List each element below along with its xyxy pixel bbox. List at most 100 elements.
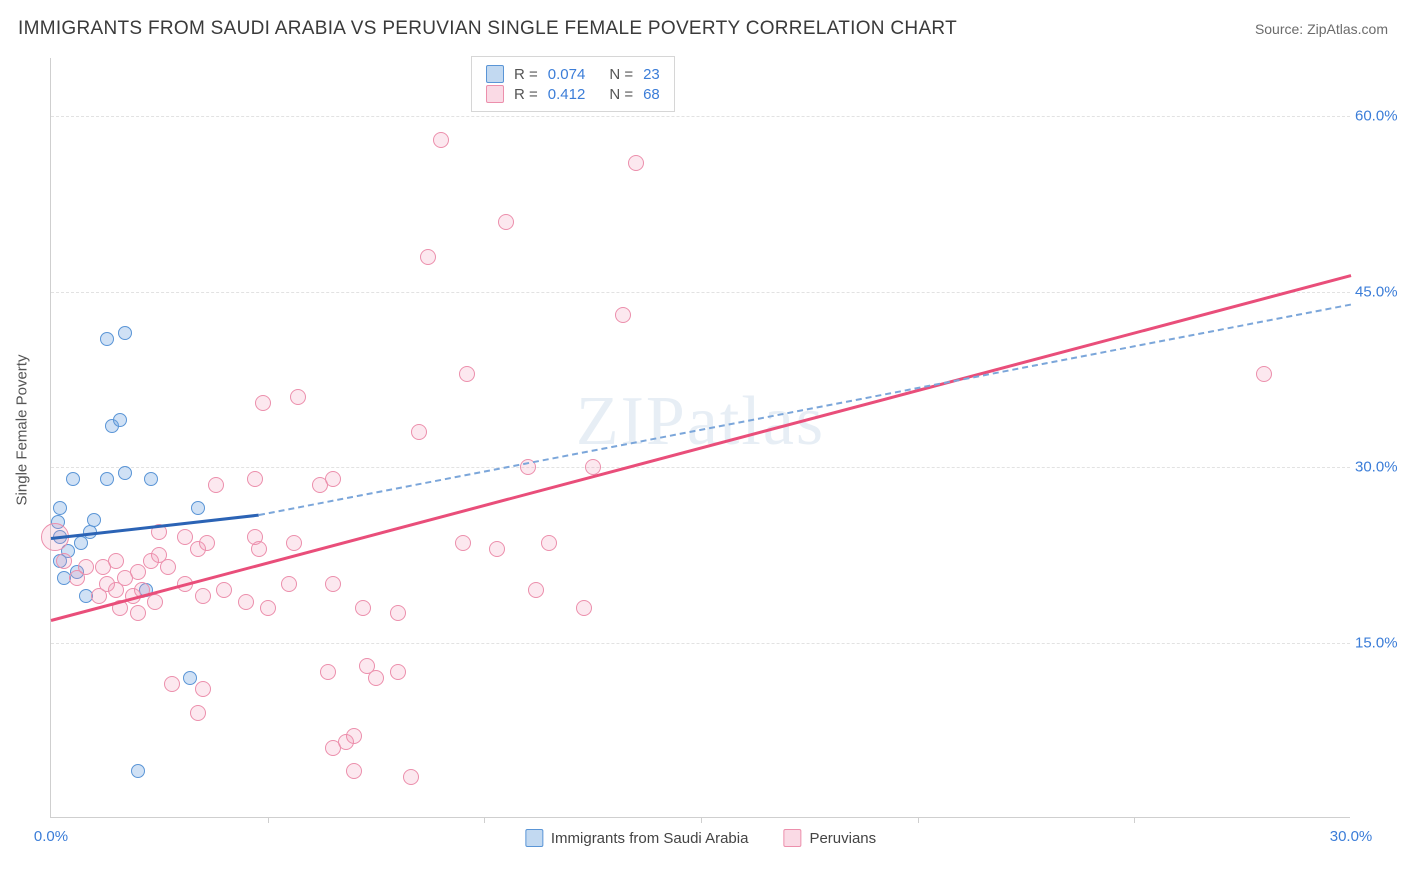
- legend-label: Peruvians: [809, 830, 876, 847]
- data-point: [433, 132, 449, 148]
- data-point: [131, 764, 145, 778]
- x-tick-mark: [484, 817, 485, 823]
- data-point: [113, 413, 127, 427]
- chart-title: IMMIGRANTS FROM SAUDI ARABIA VS PERUVIAN…: [18, 18, 957, 40]
- n-value: 23: [643, 66, 660, 83]
- data-point: [325, 471, 341, 487]
- data-point: [346, 763, 362, 779]
- data-point: [459, 366, 475, 382]
- data-point: [87, 513, 101, 527]
- data-point: [118, 326, 132, 340]
- data-point: [489, 541, 505, 557]
- data-point: [368, 670, 384, 686]
- r-value: 0.074: [548, 66, 586, 83]
- y-tick-label: 30.0%: [1355, 459, 1406, 476]
- data-point: [160, 559, 176, 575]
- r-value: 0.412: [548, 86, 586, 103]
- y-tick-label: 60.0%: [1355, 108, 1406, 125]
- data-point: [95, 559, 111, 575]
- gridline: [51, 467, 1350, 468]
- data-point: [216, 582, 232, 598]
- data-point: [177, 529, 193, 545]
- r-label: R =: [514, 66, 538, 83]
- gridline: [51, 643, 1350, 644]
- source-label: Source: ZipAtlas.com: [1255, 21, 1388, 37]
- gridline: [51, 292, 1350, 293]
- data-point: [1256, 366, 1272, 382]
- data-point: [130, 605, 146, 621]
- n-label: N =: [609, 66, 633, 83]
- x-tick-label: 30.0%: [1330, 828, 1373, 845]
- data-point: [191, 501, 205, 515]
- data-point: [118, 466, 132, 480]
- data-point: [420, 249, 436, 265]
- data-point: [147, 594, 163, 610]
- data-point: [576, 600, 592, 616]
- legend-label: Immigrants from Saudi Arabia: [551, 830, 749, 847]
- n-label: N =: [609, 86, 633, 103]
- x-tick-mark: [268, 817, 269, 823]
- legend-swatch: [486, 85, 504, 103]
- data-point: [320, 664, 336, 680]
- data-point: [164, 676, 180, 692]
- data-point: [346, 728, 362, 744]
- data-point: [56, 553, 72, 569]
- legend-swatch: [783, 829, 801, 847]
- data-point: [355, 600, 371, 616]
- data-point: [195, 681, 211, 697]
- data-point: [74, 536, 88, 550]
- data-point: [498, 214, 514, 230]
- data-point: [66, 472, 80, 486]
- trend-line: [259, 304, 1351, 516]
- data-point: [195, 588, 211, 604]
- data-point: [628, 155, 644, 171]
- n-value: 68: [643, 86, 660, 103]
- data-point: [144, 472, 158, 486]
- data-point: [325, 576, 341, 592]
- data-point: [53, 501, 67, 515]
- x-tick-mark: [918, 817, 919, 823]
- data-point: [247, 529, 263, 545]
- data-point: [199, 535, 215, 551]
- data-point: [455, 535, 471, 551]
- legend-swatch: [525, 829, 543, 847]
- x-legend-item: Immigrants from Saudi Arabia: [525, 829, 749, 847]
- data-point: [100, 472, 114, 486]
- x-legend: Immigrants from Saudi Arabia Peruvians: [525, 829, 876, 847]
- data-point: [247, 471, 263, 487]
- data-point: [281, 576, 297, 592]
- y-tick-label: 15.0%: [1355, 634, 1406, 651]
- trend-line: [51, 274, 1352, 622]
- data-point: [208, 477, 224, 493]
- legend-row: R = 0.412 N = 68: [486, 85, 660, 103]
- data-point: [286, 535, 302, 551]
- data-point: [130, 564, 146, 580]
- data-point: [238, 594, 254, 610]
- data-point: [183, 671, 197, 685]
- data-point: [615, 307, 631, 323]
- data-point: [411, 424, 427, 440]
- legend-row: R = 0.074 N = 23: [486, 65, 660, 83]
- data-point: [78, 559, 94, 575]
- data-point: [190, 705, 206, 721]
- data-point: [541, 535, 557, 551]
- data-point: [290, 389, 306, 405]
- x-tick-label: 0.0%: [34, 828, 68, 845]
- legend-swatch: [486, 65, 504, 83]
- data-point: [255, 395, 271, 411]
- data-point: [390, 605, 406, 621]
- x-tick-mark: [701, 817, 702, 823]
- y-tick-label: 45.0%: [1355, 283, 1406, 300]
- x-legend-item: Peruvians: [783, 829, 876, 847]
- plot-area: ZIPatlas R =0.074N =23R =0.412N =68 Immi…: [50, 58, 1350, 818]
- stats-legend: R = 0.074 N = 23 R = 0.412 N = 68: [471, 56, 675, 112]
- r-label: R =: [514, 86, 538, 103]
- data-point: [100, 332, 114, 346]
- gridline: [51, 116, 1350, 117]
- data-point: [260, 600, 276, 616]
- y-axis-label: Single Female Poverty: [14, 355, 31, 506]
- x-tick-mark: [1134, 817, 1135, 823]
- data-point: [403, 769, 419, 785]
- data-point: [390, 664, 406, 680]
- data-point: [528, 582, 544, 598]
